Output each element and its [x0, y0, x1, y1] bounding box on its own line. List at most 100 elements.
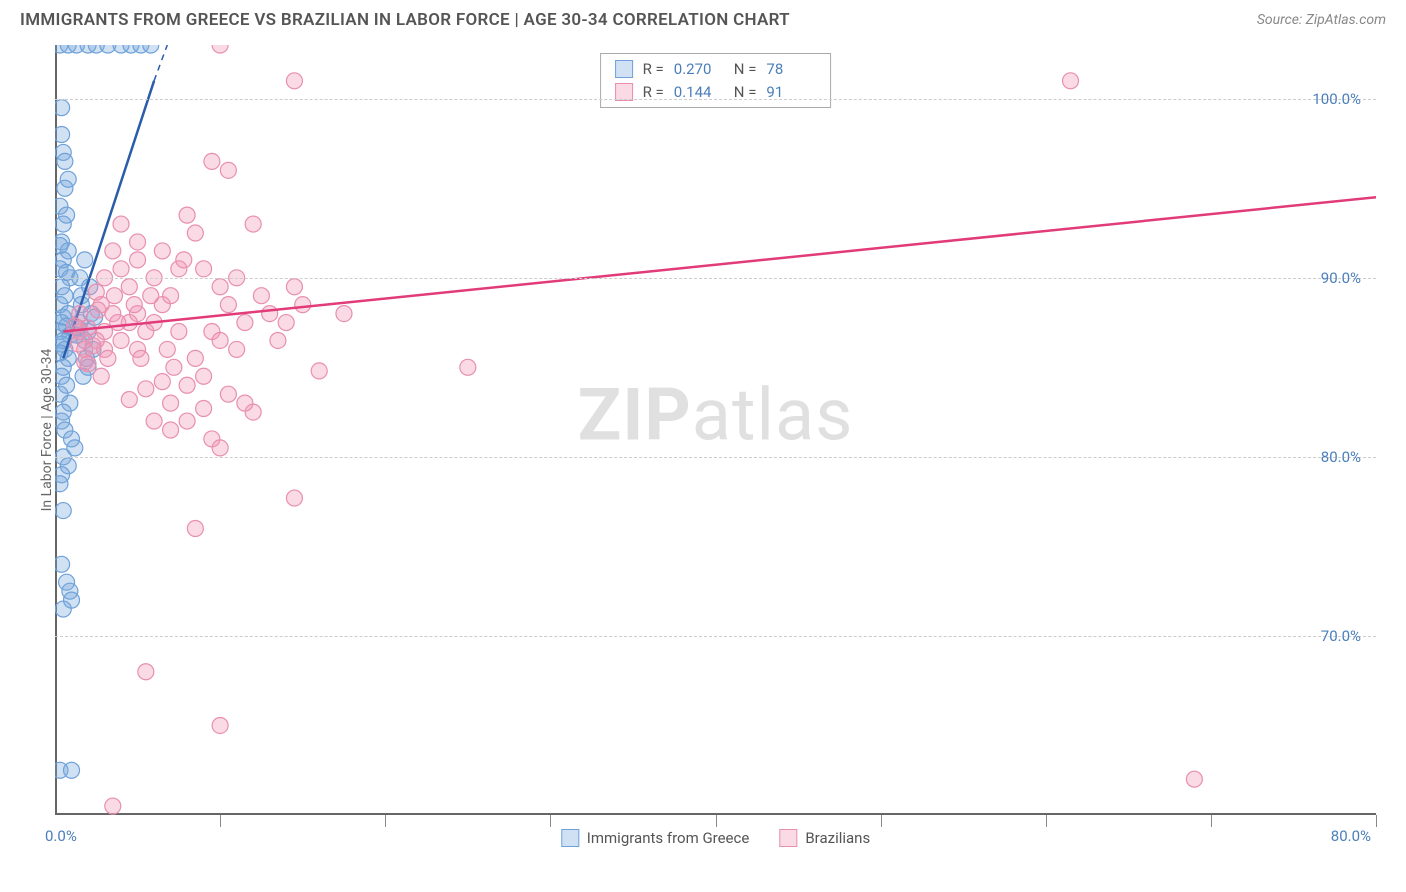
scatter-point — [163, 395, 179, 411]
scatter-point — [237, 395, 253, 411]
scatter-point — [55, 556, 70, 572]
scatter-point — [97, 324, 113, 340]
scatter-point — [100, 350, 116, 366]
scatter-point — [110, 315, 126, 331]
scatter-point — [55, 261, 68, 277]
scatter-point — [113, 216, 129, 232]
scatter-point — [80, 45, 96, 53]
scatter-point — [60, 350, 76, 366]
scatter-point — [72, 315, 88, 331]
scatter-point — [143, 288, 159, 304]
scatter-point — [105, 306, 121, 322]
scatter-point — [130, 306, 146, 322]
scatter-point — [196, 261, 212, 277]
scatter-point — [57, 180, 73, 196]
scatter-point — [220, 297, 236, 313]
scatter-point — [187, 520, 203, 536]
scatter-point — [88, 45, 104, 53]
scatter-point — [55, 762, 68, 778]
scatter-point — [154, 374, 170, 390]
scatter-point — [245, 216, 261, 232]
gridline-horizontal — [55, 278, 1376, 279]
scatter-point — [171, 261, 187, 277]
scatter-point — [85, 341, 101, 357]
scatter-point — [187, 350, 203, 366]
scatter-point — [245, 404, 261, 420]
scatter-point — [196, 401, 212, 417]
x-axis-min-label: 0.0% — [45, 827, 77, 845]
scatter-point — [55, 368, 70, 384]
scatter-point — [55, 238, 68, 254]
scatter-point — [80, 320, 96, 336]
scatter-point — [55, 198, 68, 214]
scatter-point — [286, 490, 302, 506]
scatter-point — [146, 413, 162, 429]
x-tick — [1211, 815, 1212, 827]
scatter-point — [67, 440, 83, 456]
scatter-point — [1186, 771, 1202, 787]
scatter-point — [55, 216, 71, 232]
trend-line — [63, 81, 154, 359]
scatter-point — [59, 377, 75, 393]
scatter-point — [72, 324, 88, 340]
chart-container: In Labor Force | Age 30-34 ZIPatlas 0.0%… — [20, 40, 1386, 870]
scatter-point — [204, 324, 220, 340]
scatter-point — [70, 320, 86, 336]
scatter-point — [159, 341, 175, 357]
scatter-point — [179, 377, 195, 393]
scatter-point — [55, 315, 70, 331]
scatter-point — [55, 467, 70, 483]
scatter-point — [80, 324, 96, 340]
gridline-horizontal — [55, 457, 1376, 458]
scatter-point — [179, 207, 195, 223]
scatter-point — [262, 306, 278, 322]
scatter-point — [138, 664, 154, 680]
scatter-point — [133, 350, 149, 366]
scatter-point — [75, 368, 91, 384]
scatter-point — [97, 341, 113, 357]
watermark-zip: ZIP — [578, 372, 692, 457]
chart-svg-overlay — [55, 45, 1376, 815]
scatter-point — [113, 332, 129, 348]
scatter-point — [55, 279, 70, 295]
scatter-point — [57, 422, 73, 438]
scatter-point — [87, 309, 103, 325]
scatter-point — [83, 306, 99, 322]
scatter-point — [90, 302, 106, 318]
scatter-point — [130, 341, 146, 357]
scatter-point — [138, 381, 154, 397]
scatter-point — [212, 440, 228, 456]
scatter-point — [77, 252, 93, 268]
y-tick-label: 70.0% — [1321, 627, 1361, 645]
scatter-point — [57, 153, 73, 169]
scatter-point — [212, 717, 228, 733]
scatter-point — [55, 601, 71, 617]
scatter-point — [253, 288, 269, 304]
scatter-point — [237, 315, 253, 331]
bottom-legend: Immigrants from GreeceBrazilians — [561, 829, 870, 847]
x-tick — [1376, 815, 1377, 827]
scatter-point — [286, 73, 302, 89]
scatter-point — [55, 336, 70, 352]
scatter-point — [55, 297, 68, 313]
scatter-point — [163, 422, 179, 438]
legend-r-label: R = — [643, 58, 664, 81]
scatter-point — [55, 45, 68, 53]
scatter-point — [113, 45, 129, 53]
scatter-point — [121, 315, 137, 331]
scatter-point — [106, 288, 122, 304]
scatter-point — [55, 476, 68, 492]
scatter-point — [62, 327, 78, 343]
legend-swatch — [615, 60, 633, 78]
scatter-point — [80, 356, 96, 372]
x-axis-max-label: 80.0% — [1331, 827, 1371, 845]
scatter-point — [171, 324, 187, 340]
scatter-point — [70, 336, 86, 352]
scatter-point — [77, 341, 93, 357]
plot-area: In Labor Force | Age 30-34 ZIPatlas 0.0%… — [55, 45, 1376, 815]
scatter-point — [68, 45, 84, 53]
y-tick-label: 80.0% — [1321, 448, 1361, 466]
x-tick — [385, 815, 386, 827]
scatter-point — [73, 288, 89, 304]
scatter-point — [93, 368, 109, 384]
